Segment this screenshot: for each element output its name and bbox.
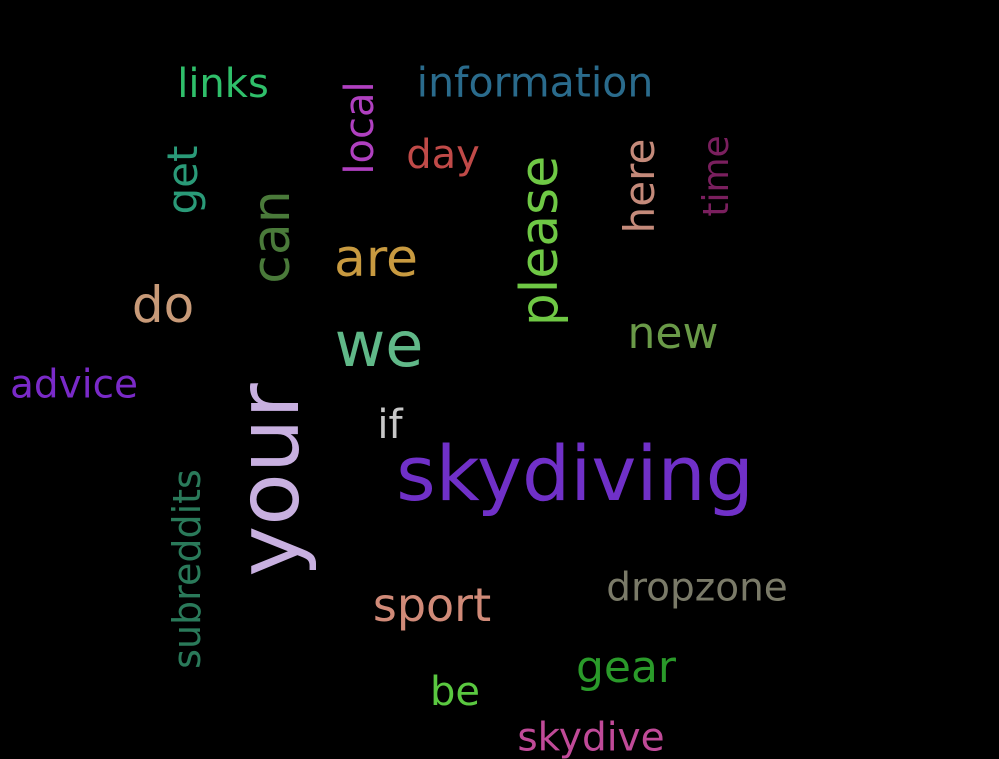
word-skydiving: skydiving — [396, 429, 754, 518]
word-do: do — [131, 276, 195, 334]
word-advice: advice — [9, 362, 139, 408]
word-be: be — [430, 669, 480, 715]
word-day: day — [406, 132, 480, 178]
word-time: time — [696, 135, 737, 217]
word-dropzone: dropzone — [606, 565, 788, 611]
word-here: here — [615, 138, 664, 234]
word-sport: sport — [372, 578, 492, 632]
word-skydive: skydive — [517, 715, 665, 759]
word-if: if — [377, 402, 403, 448]
word-subreddits: subreddits — [165, 469, 209, 669]
word-information: information — [416, 58, 654, 107]
word-can: can — [242, 190, 302, 284]
word-new: new — [627, 308, 719, 359]
word-get: get — [158, 145, 207, 215]
word-local: local — [337, 81, 383, 175]
word-gear: gear — [575, 642, 677, 693]
word-are: are — [333, 229, 419, 289]
word-links: links — [177, 61, 269, 107]
word-please: please — [510, 155, 570, 327]
word-your: your — [219, 383, 319, 577]
word-we: we — [334, 308, 424, 381]
